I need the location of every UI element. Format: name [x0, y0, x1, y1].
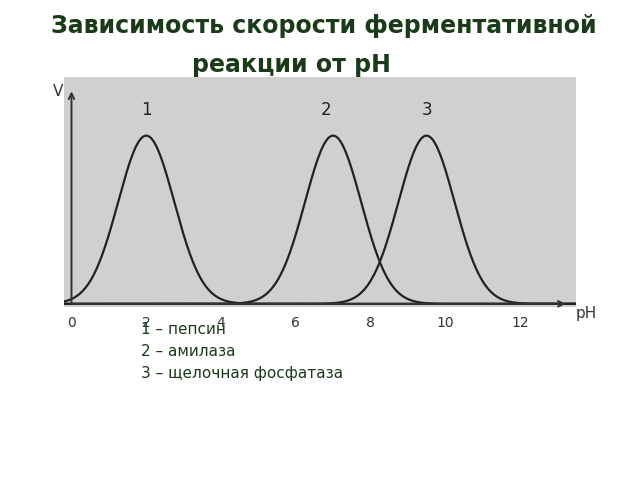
Text: Зависимость скорости ферментативной: Зависимость скорости ферментативной — [51, 14, 597, 38]
Text: 1: 1 — [141, 101, 152, 119]
Text: реакции от рН: реакции от рН — [192, 53, 391, 77]
Text: V: V — [53, 84, 63, 99]
Text: 1 – пепсин
2 – амилаза
3 – щелочная фосфатаза: 1 – пепсин 2 – амилаза 3 – щелочная фосф… — [141, 322, 343, 381]
Text: 3: 3 — [421, 101, 432, 119]
Text: 2: 2 — [320, 101, 331, 119]
Text: pH: pH — [576, 306, 597, 322]
